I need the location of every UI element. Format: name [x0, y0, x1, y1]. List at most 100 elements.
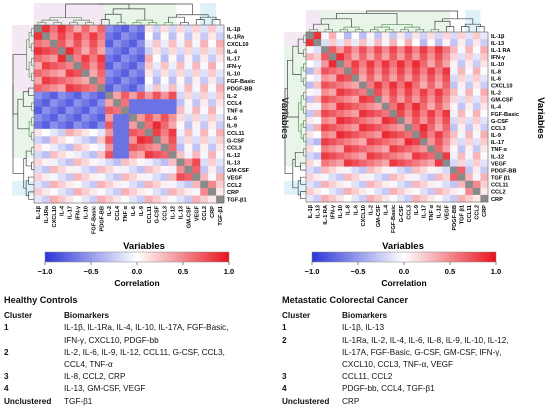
heatmap-cell: [442, 124, 451, 132]
heatmap-cell: [397, 39, 405, 47]
biomarker-line: IL-13, GM-CSF, VEGF: [64, 384, 146, 394]
heatmap-cell: [450, 180, 458, 189]
heatmap-cell: [113, 121, 122, 130]
heatmap-cell: [184, 39, 193, 48]
heatmap-cell: [359, 131, 367, 139]
heatmap-cell: [313, 145, 322, 153]
heatmap-cell: [41, 39, 51, 48]
heatmap-cell: [472, 102, 481, 111]
heatmap-cell: [434, 145, 443, 153]
row-label: IL-9: [491, 133, 501, 139]
heatmap-cell: [176, 32, 185, 41]
heatmap-cell: [208, 39, 217, 48]
heatmap-cell: [121, 47, 130, 55]
heatmap-cell: [306, 194, 314, 203]
heatmap-cell: [176, 173, 185, 182]
heatmap-cell: [306, 95, 314, 104]
row-label: IL-1Ra: [227, 34, 245, 40]
heatmap-cell: [192, 151, 201, 159]
heatmap-cell: [216, 47, 225, 55]
heatmap-cell: [412, 194, 421, 203]
heatmap-cell: [397, 102, 405, 111]
heatmap-cell: [97, 121, 106, 130]
left-panel: IL-1βIL-1RaCXCL10IL-4IL-17IFN-γIL-10FGF-…: [12, 3, 290, 288]
heatmap-cell: [336, 53, 345, 61]
heatmap-cell: [41, 106, 51, 115]
heatmap-cell-diagonal: [434, 152, 443, 160]
heatmap-cell: [321, 131, 330, 139]
heatmap-cell: [65, 128, 74, 137]
heatmap-cell: [472, 117, 481, 125]
heatmap-cell: [129, 106, 138, 115]
heatmap-cell: [457, 145, 466, 153]
heatmap-cell: [313, 60, 322, 68]
heatmap-cell: [49, 136, 59, 144]
heatmap-cell: [313, 187, 322, 196]
heatmap-cell: [313, 166, 322, 174]
heatmap-cell: [34, 91, 43, 100]
heatmap-cell: [57, 114, 66, 122]
heatmap-cell: [366, 117, 375, 125]
heatmap-cell: [328, 81, 337, 89]
left-y-axis-title: Variables: [279, 97, 290, 139]
heatmap-cell: [168, 47, 177, 55]
heatmap-cell: [81, 188, 90, 196]
heatmap-cell: [450, 39, 458, 47]
row-label: IL-8: [491, 69, 501, 75]
left-colorbar: [44, 251, 230, 263]
heatmap-cell: [49, 180, 59, 189]
heatmap-cell: [450, 187, 458, 196]
heatmap-cell: [328, 131, 337, 139]
column-label: IL-13: [315, 205, 321, 218]
heatmap-cell: [184, 62, 193, 70]
heatmap-cell: [472, 32, 481, 40]
heatmap-cell: [129, 69, 138, 78]
heatmap-cell: [321, 138, 330, 146]
heatmap-cell: [176, 39, 185, 48]
heatmap-cell: [160, 76, 169, 85]
dendrogram-branch: [31, 132, 34, 141]
heatmap-cell: [113, 165, 122, 174]
heatmap-cell: [313, 152, 322, 160]
heatmap-cell: [450, 46, 458, 54]
column-label: IL-12: [171, 206, 177, 219]
heatmap-cell: [351, 81, 360, 89]
heatmap-cell: [321, 159, 330, 167]
heatmap-cell-diagonal: [321, 46, 330, 54]
dendrogram-branch: [297, 38, 304, 54]
column-label: IL-1β: [308, 204, 314, 218]
heatmap-cell: [328, 32, 337, 40]
left-side-dendrogram: [12, 25, 34, 200]
colorbar-tick-label: 0.5: [445, 267, 455, 276]
heatmap-cell: [351, 60, 360, 68]
row-label: CCL3: [227, 146, 242, 152]
heatmap-cell: [121, 25, 130, 33]
heatmap-cell: [200, 114, 209, 122]
healthy-controls-table: Healthy Controls Cluster Biomarkers 1 IL-…: [4, 294, 274, 408]
dendrogram-branch: [400, 29, 409, 32]
heatmap-cell: [41, 188, 51, 196]
heatmap-cell: [434, 74, 443, 82]
column-label: IL-10: [83, 206, 89, 219]
heatmap-cell: [412, 88, 421, 97]
heatmap-cell: [176, 25, 185, 33]
heatmap-cell: [57, 143, 66, 152]
heatmap-cell: [200, 136, 209, 144]
biomarker-line: CCL11, CCL2: [342, 372, 393, 382]
heatmap-cell: [457, 194, 466, 203]
column-label: IL-1Ra: [44, 205, 50, 223]
heatmap-cell-diagonal: [160, 143, 169, 152]
heatmap-cell: [200, 39, 209, 48]
heatmap-cell: [136, 69, 146, 78]
heatmap-cell: [480, 60, 489, 68]
heatmap-cell: [404, 102, 413, 111]
heatmap-cell: [208, 195, 217, 204]
heatmap-cell: [89, 99, 98, 107]
heatmap-cell: [81, 195, 90, 204]
heatmap-cell: [389, 95, 398, 104]
column-label: IL-17: [422, 205, 428, 218]
heatmap-cell: [374, 145, 383, 153]
heatmap-cell: [442, 32, 451, 40]
heatmap-cell: [121, 69, 130, 78]
heatmap-cell: [427, 46, 436, 54]
